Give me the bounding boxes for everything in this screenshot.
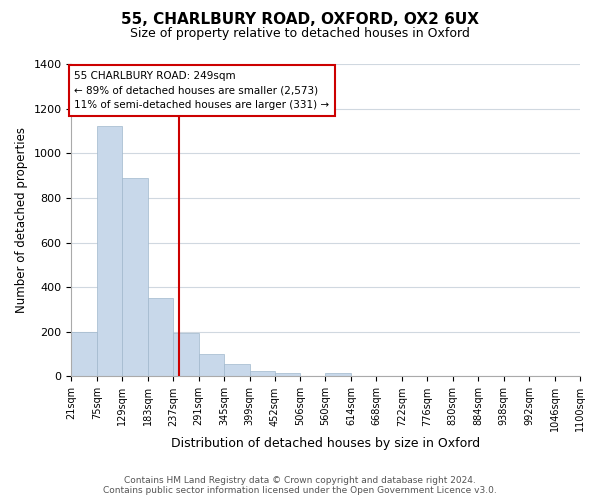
Text: 55, CHARLBURY ROAD, OXFORD, OX2 6UX: 55, CHARLBURY ROAD, OXFORD, OX2 6UX — [121, 12, 479, 28]
Y-axis label: Number of detached properties: Number of detached properties — [15, 127, 28, 313]
Bar — [122, 178, 148, 376]
Text: Contains HM Land Registry data © Crown copyright and database right 2024.
Contai: Contains HM Land Registry data © Crown c… — [103, 476, 497, 495]
Bar — [224, 364, 250, 376]
Bar — [325, 373, 351, 376]
X-axis label: Distribution of detached houses by size in Oxford: Distribution of detached houses by size … — [171, 437, 480, 450]
Bar — [148, 298, 173, 376]
Bar — [250, 371, 275, 376]
Bar — [97, 126, 122, 376]
Bar — [173, 333, 199, 376]
Bar — [275, 373, 300, 376]
Bar — [199, 354, 224, 376]
Bar — [71, 332, 97, 376]
Text: 55 CHARLBURY ROAD: 249sqm
← 89% of detached houses are smaller (2,573)
11% of se: 55 CHARLBURY ROAD: 249sqm ← 89% of detac… — [74, 70, 329, 110]
Text: Size of property relative to detached houses in Oxford: Size of property relative to detached ho… — [130, 28, 470, 40]
